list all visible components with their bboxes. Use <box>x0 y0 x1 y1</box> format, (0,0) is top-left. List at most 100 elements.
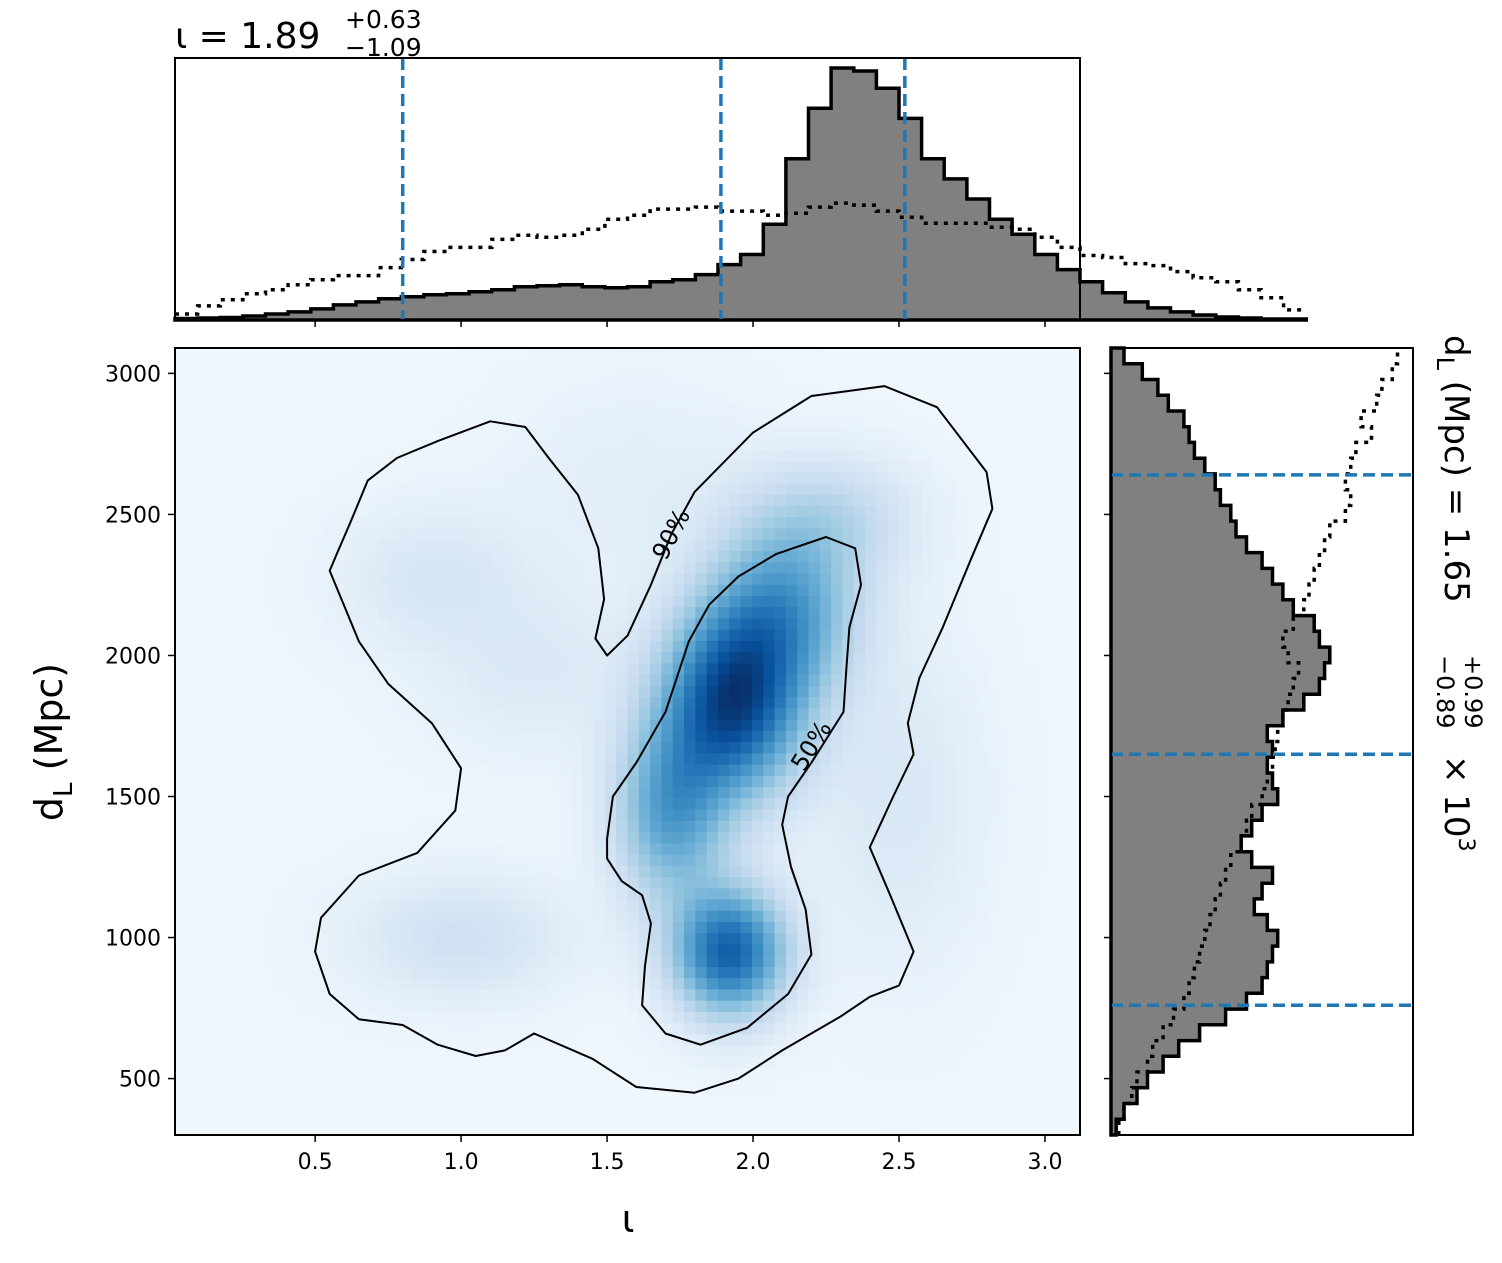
heatmap-cell <box>378 539 391 551</box>
heatmap-cell <box>525 853 538 866</box>
heatmap-cell <box>684 943 696 956</box>
heatmap-cell <box>401 820 414 833</box>
heatmap-cell <box>1068 494 1081 506</box>
heatmap-cell <box>978 887 991 900</box>
heatmap-cell <box>638 1123 651 1136</box>
heatmap-cell <box>423 606 436 619</box>
heatmap-cell <box>1068 617 1081 630</box>
heatmap-cell <box>378 494 391 506</box>
heatmap-cell <box>401 516 414 529</box>
heatmap-cell <box>367 696 380 709</box>
heatmap-cell <box>604 527 617 540</box>
heatmap-cell <box>1023 977 1036 990</box>
heatmap-cell <box>876 572 889 585</box>
heatmap-cell <box>265 808 278 821</box>
heatmap-cell <box>570 1112 583 1125</box>
heatmap-cell <box>288 437 301 450</box>
heatmap-cell <box>356 786 368 799</box>
heatmap-cell <box>865 1090 877 1102</box>
heatmap-cell <box>1046 617 1058 630</box>
heatmap-cell <box>966 1090 979 1102</box>
heatmap-cell <box>186 662 199 675</box>
heatmap-cell <box>412 595 425 608</box>
heatmap-cell <box>310 921 323 934</box>
heatmap-cell <box>310 426 323 439</box>
heatmap-cell <box>412 763 425 776</box>
heatmap-cell <box>638 1000 651 1012</box>
heatmap-cell <box>887 449 900 462</box>
heatmap-cell <box>899 572 911 585</box>
heatmap-cell <box>718 449 730 462</box>
heatmap-cell <box>661 505 674 518</box>
heatmap-cell <box>389 853 402 866</box>
heatmap-cell <box>899 449 911 462</box>
heatmap-cell <box>175 1045 187 1057</box>
heatmap-cell <box>186 696 199 709</box>
heatmap-cell <box>944 651 957 664</box>
heatmap-cell <box>548 572 561 585</box>
heatmap-cell <box>1012 572 1025 585</box>
heatmap-cell <box>593 494 606 506</box>
heatmap-cell <box>175 516 187 529</box>
heatmap-cell <box>842 1033 855 1046</box>
heatmap-cell <box>785 1056 798 1069</box>
heatmap-cell <box>197 966 210 979</box>
heatmap-cell <box>740 763 753 776</box>
heatmap-cell <box>254 876 267 889</box>
heatmap-cell <box>457 1112 470 1125</box>
heatmap-cell <box>333 763 346 776</box>
heatmap-cell <box>254 471 267 484</box>
heatmap-cell <box>763 707 776 720</box>
heatmap-cell <box>876 437 889 450</box>
heatmap-cell <box>638 763 651 776</box>
heatmap-cell <box>1068 730 1081 743</box>
heatmap-cell <box>729 741 742 754</box>
heatmap-cell <box>661 685 674 698</box>
heatmap-cell <box>548 932 561 945</box>
heatmap-cell <box>684 763 696 776</box>
heatmap-cell <box>457 606 470 619</box>
heatmap-cell <box>242 1033 255 1046</box>
heatmap-cell <box>333 842 346 855</box>
heatmap-cell <box>1000 606 1013 619</box>
heatmap-cell <box>525 685 538 698</box>
heatmap-cell <box>989 719 1002 731</box>
heatmap-cell <box>966 651 979 664</box>
heatmap-cell <box>1023 561 1036 574</box>
heatmap-cell <box>310 1123 323 1136</box>
heatmap-cell <box>446 595 459 608</box>
heatmap-cell <box>729 898 742 911</box>
heatmap-cell <box>1057 629 1070 641</box>
heatmap-cell <box>446 561 459 574</box>
heatmap-cell <box>808 707 821 720</box>
heatmap-cell <box>265 1078 278 1091</box>
heatmap-cell <box>718 527 730 540</box>
heatmap-cell <box>785 674 798 686</box>
heatmap-cell <box>932 988 945 1001</box>
heatmap-cell <box>276 651 289 664</box>
heatmap-cell <box>389 561 402 574</box>
heatmap-cell <box>480 898 493 911</box>
heatmap-cell <box>797 853 810 866</box>
heatmap-cell <box>1057 775 1070 788</box>
heatmap-cell <box>220 730 233 743</box>
heatmap-cell <box>457 865 470 878</box>
heatmap-cell <box>299 640 312 653</box>
heatmap-cell <box>1068 449 1081 462</box>
heatmap-cell <box>865 1022 877 1035</box>
heatmap-cell <box>310 943 323 956</box>
heatmap-cell <box>989 910 1002 922</box>
heatmap-cell <box>842 988 855 1001</box>
heatmap-cell <box>514 662 527 675</box>
heatmap-cell <box>582 707 595 720</box>
heatmap-cell <box>831 842 844 855</box>
heatmap-cell <box>389 842 402 855</box>
heatmap-cell <box>537 719 549 731</box>
heatmap-cell <box>186 685 199 698</box>
heatmap-cell <box>740 932 753 945</box>
heatmap-cell <box>616 752 629 765</box>
heatmap-cell <box>774 449 787 462</box>
heatmap-cell <box>932 449 945 462</box>
heatmap-cell <box>604 595 617 608</box>
heatmap-cell <box>288 1101 301 1114</box>
